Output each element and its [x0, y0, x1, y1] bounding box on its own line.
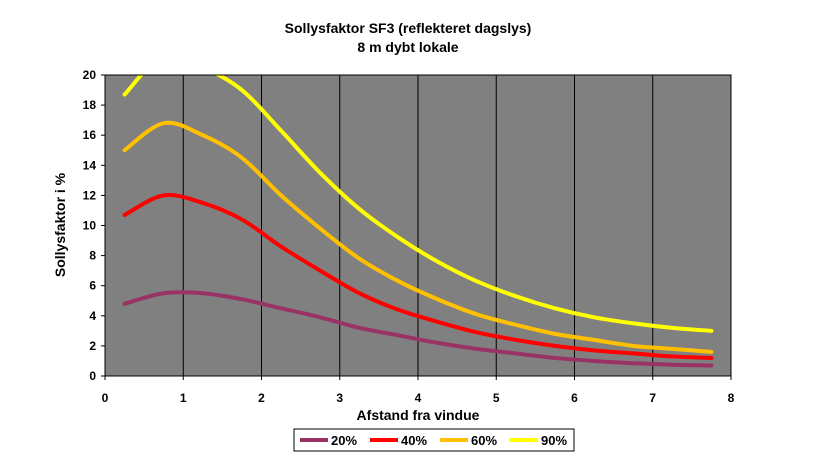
x-tick-label: 2	[258, 391, 265, 405]
series-line-90pct	[122, 75, 714, 333]
x-tick-label: 7	[649, 391, 656, 405]
series-line-20pct	[122, 290, 714, 368]
chart-title: Sollysfaktor SF3 (reflekteret dagslys)	[285, 20, 532, 36]
y-axis-label: Sollysfaktor i %	[52, 172, 68, 277]
y-tick-label: 14	[83, 158, 97, 172]
x-tick-label: 3	[336, 391, 343, 405]
chart-subtitle: 8 m dybt lokale	[357, 39, 458, 55]
y-tick-labels: 0 2 4 6 8 10 12 14 16 18 20	[83, 68, 97, 383]
x-tick-label: 6	[571, 391, 578, 405]
x-axis-label: Afstand fra vindue	[357, 407, 480, 423]
legend-items: 20% 40% 60% 90%	[300, 433, 567, 448]
y-tick-label: 2	[89, 339, 96, 353]
x-tick-label: 4	[415, 391, 422, 405]
series-lines	[122, 75, 714, 368]
y-tick-label: 10	[83, 219, 97, 233]
x-tick-label: 5	[493, 391, 500, 405]
legend-label: 90%	[541, 433, 567, 448]
y-tick-label: 8	[89, 249, 96, 263]
x-tick-label: 1	[180, 391, 187, 405]
y-tick-label: 6	[89, 279, 96, 293]
series-line-40pct	[122, 192, 714, 360]
y-tick-label: 4	[89, 309, 96, 323]
y-tick-label: 16	[83, 128, 97, 142]
y-tick-label: 0	[89, 369, 96, 383]
x-tick-label: 8	[728, 391, 735, 405]
y-tick-label: 18	[83, 98, 97, 112]
y-tick-label: 12	[83, 188, 97, 202]
x-tick-labels: 0 1 2 3 4 5 6 7 8	[102, 391, 735, 405]
legend-label: 40%	[401, 433, 427, 448]
x-tick-label: 0	[102, 391, 109, 405]
series-line-60pct	[122, 120, 714, 354]
y-tick-label: 20	[83, 68, 97, 82]
legend-box	[293, 428, 575, 452]
legend-label: 60%	[471, 433, 497, 448]
legend-label: 20%	[331, 433, 357, 448]
legend: 20% 40% 60% 90%	[293, 428, 575, 452]
axis-ticks	[101, 74, 732, 380]
